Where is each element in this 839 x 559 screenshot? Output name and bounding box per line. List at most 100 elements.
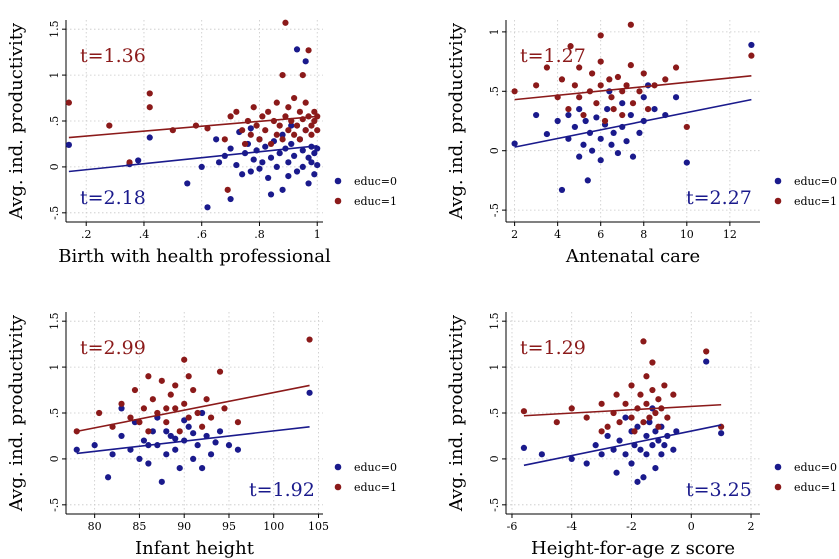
scatter-point xyxy=(288,122,295,129)
scatter-point xyxy=(576,106,583,113)
scatter-point xyxy=(285,172,292,180)
scatter-point xyxy=(683,123,690,131)
scatter-point xyxy=(172,435,179,442)
legend-marker-educ1 xyxy=(334,483,342,491)
scatter-point xyxy=(305,180,312,187)
scatter-point xyxy=(167,432,174,440)
scatter-point xyxy=(145,428,152,435)
scatter-point xyxy=(302,99,309,106)
y-tick-label: 0 xyxy=(488,455,501,462)
scatter-point xyxy=(204,125,211,132)
scatter-point xyxy=(628,382,635,389)
legend: educ=0 educ=1 xyxy=(334,461,397,494)
scatter-point xyxy=(172,405,179,412)
x-tick-label: 4 xyxy=(554,228,561,241)
scatter-point xyxy=(655,437,662,444)
scatter-point xyxy=(644,106,652,113)
scatter-point xyxy=(610,446,617,453)
scatter-point xyxy=(73,446,80,453)
scatter-point xyxy=(580,111,587,119)
scatter-point xyxy=(571,123,578,131)
fit-line xyxy=(514,75,752,101)
scatter-point xyxy=(533,111,540,119)
x-tick-label: 12 xyxy=(723,228,737,241)
scatter-point xyxy=(553,419,560,426)
scatter-point xyxy=(623,82,630,89)
scatter-point xyxy=(306,336,313,343)
fit-line xyxy=(68,144,318,173)
y-axis-title: Avg. ind. productivity xyxy=(446,314,467,512)
scatter-point xyxy=(314,161,321,169)
scatter-point xyxy=(604,423,611,430)
scatter-point xyxy=(643,432,650,440)
scatter-point xyxy=(643,373,650,380)
y-tick-label: 0 xyxy=(48,163,61,170)
scatter-point xyxy=(185,373,192,380)
scatter-point xyxy=(636,88,643,95)
y-tick-label: -.5 xyxy=(48,498,61,512)
scatter-point xyxy=(204,204,211,211)
scatter-point xyxy=(239,127,246,134)
scatter-point xyxy=(614,149,622,157)
scatter-point xyxy=(118,405,125,412)
x-axis-title: Height-for-age z score xyxy=(531,538,735,559)
scatter-point xyxy=(748,52,755,59)
scatter-point xyxy=(256,136,263,143)
scatter-point xyxy=(662,76,669,83)
y-tick-label: .5 xyxy=(48,408,61,419)
scatter-point xyxy=(279,186,286,193)
scatter-point xyxy=(622,451,629,458)
scatter-point xyxy=(640,419,647,426)
scatter-point xyxy=(567,43,574,50)
y-axis-title: Avg. ind. productivity xyxy=(6,22,27,220)
scatter-point xyxy=(267,140,275,148)
scatter-point xyxy=(234,419,242,426)
scatter-point xyxy=(299,147,306,154)
y-tick-label: 1 xyxy=(488,28,501,35)
scatter-point xyxy=(670,391,677,398)
scatter-point xyxy=(291,131,298,138)
scatter-point xyxy=(652,409,659,417)
scatter-point xyxy=(293,168,301,175)
scatter-point xyxy=(672,64,680,71)
scatter-point xyxy=(225,442,233,449)
scatter-point xyxy=(576,153,583,160)
scatter-point xyxy=(216,368,224,375)
scatter-point xyxy=(640,338,647,345)
scatter-point xyxy=(582,117,589,125)
scatter-point xyxy=(262,143,269,150)
scatter-point xyxy=(623,138,630,145)
legend-label-educ1: educ=1 xyxy=(354,195,397,208)
x-tick-label: 105 xyxy=(308,520,329,533)
y-axis-title: Avg. ind. productivity xyxy=(6,314,27,512)
scatter-point xyxy=(598,428,605,435)
scatter-point xyxy=(282,113,289,120)
scatter-point xyxy=(652,464,659,472)
scatter-point xyxy=(614,73,622,81)
scatter-point xyxy=(259,159,266,166)
chart-panel-3: 80 85 90 95 100 105 -.5 0 .5 1 1.5 Infant height Avg… xyxy=(6,312,397,559)
scatter-point xyxy=(649,386,656,394)
scatter-point xyxy=(672,94,680,101)
chart-panel-4: -6 -4 -2 0 2 -.5 0 .5 1 1.5 Height-for-age z score… xyxy=(446,312,837,559)
scatter-point xyxy=(670,446,677,453)
scatter-point xyxy=(314,127,321,134)
y-tick-label: 0 xyxy=(48,455,61,462)
scatter-point xyxy=(554,117,561,125)
scatter-point xyxy=(140,437,148,444)
t-stat-annotation: t=1.92 xyxy=(249,479,315,501)
t-stat-annotation: t=2.27 xyxy=(686,187,752,209)
scatter-point xyxy=(247,131,254,138)
scatter-point xyxy=(634,478,641,485)
scatter-point xyxy=(616,419,623,426)
scatter-point xyxy=(606,76,613,83)
x-tick-label: 6 xyxy=(597,228,604,241)
t-stat-annotation: t=1.29 xyxy=(520,337,586,359)
scatter-point xyxy=(543,64,550,71)
scatter-point xyxy=(273,99,280,106)
scatter-point xyxy=(628,414,635,421)
scatter-point xyxy=(558,76,566,83)
scatter-point xyxy=(190,386,197,394)
scatter-point xyxy=(265,174,272,182)
scatter-point xyxy=(601,117,609,125)
